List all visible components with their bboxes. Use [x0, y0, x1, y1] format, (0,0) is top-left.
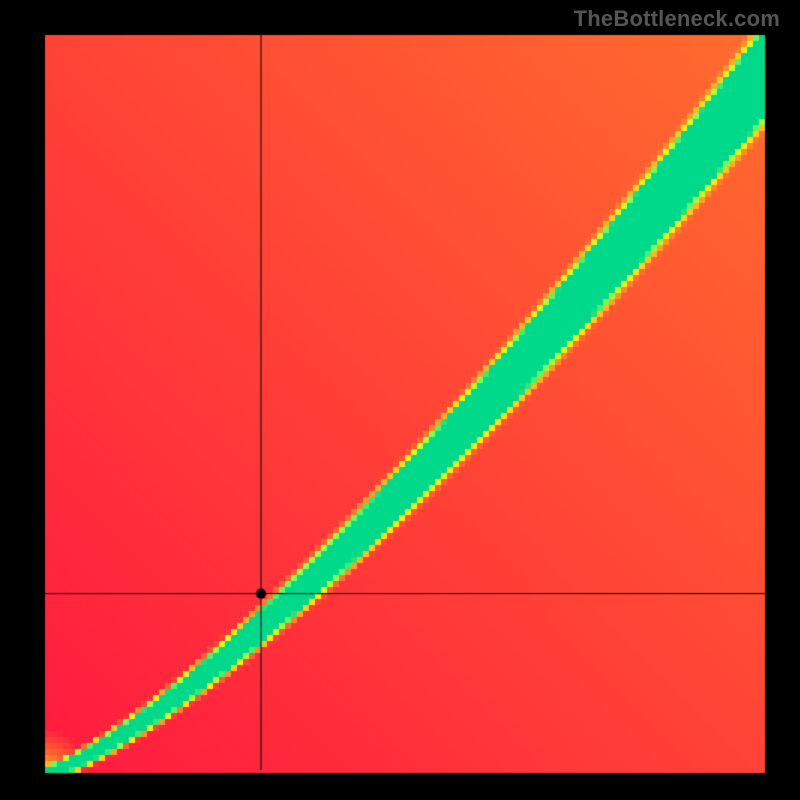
watermark-text: TheBottleneck.com: [574, 6, 780, 32]
chart-container: TheBottleneck.com: [0, 0, 800, 800]
bottleneck-heatmap: [0, 0, 800, 800]
